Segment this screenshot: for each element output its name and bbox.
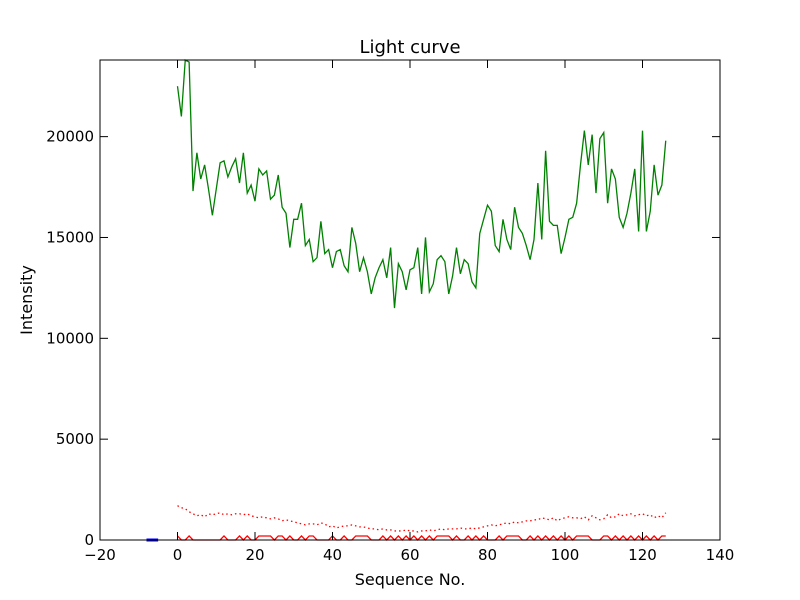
series-line-red-dotted: [177, 505, 667, 533]
y-tick-label: 5000: [56, 430, 94, 448]
x-tick-label: 0: [173, 546, 183, 564]
x-axis-label: Sequence No.: [355, 570, 466, 589]
y-axis-label: Intensity: [17, 265, 36, 335]
y-tick-label: 10000: [46, 329, 94, 347]
x-tick-label: −20: [84, 546, 116, 564]
x-tick-label: 40: [323, 546, 342, 564]
y-tick-label: 15000: [46, 228, 94, 246]
y-tick-label: 20000: [46, 128, 94, 146]
x-tick-label: 100: [551, 546, 580, 564]
x-tick-label: 80: [478, 546, 497, 564]
series-line-red: [177, 535, 666, 541]
x-axis: −20 0 20 40 60 80 100 120 140: [84, 60, 734, 564]
y-axis: 0 5000 10000 15000 20000: [46, 128, 720, 549]
x-tick-label: 20: [245, 546, 264, 564]
chart-title: Light curve: [359, 37, 460, 58]
y-tick-label: 0: [84, 531, 94, 549]
x-tick-label: 120: [628, 546, 657, 564]
series-line-green: [176, 58, 667, 309]
x-tick-label: 60: [400, 546, 419, 564]
x-tick-label: 140: [706, 546, 735, 564]
